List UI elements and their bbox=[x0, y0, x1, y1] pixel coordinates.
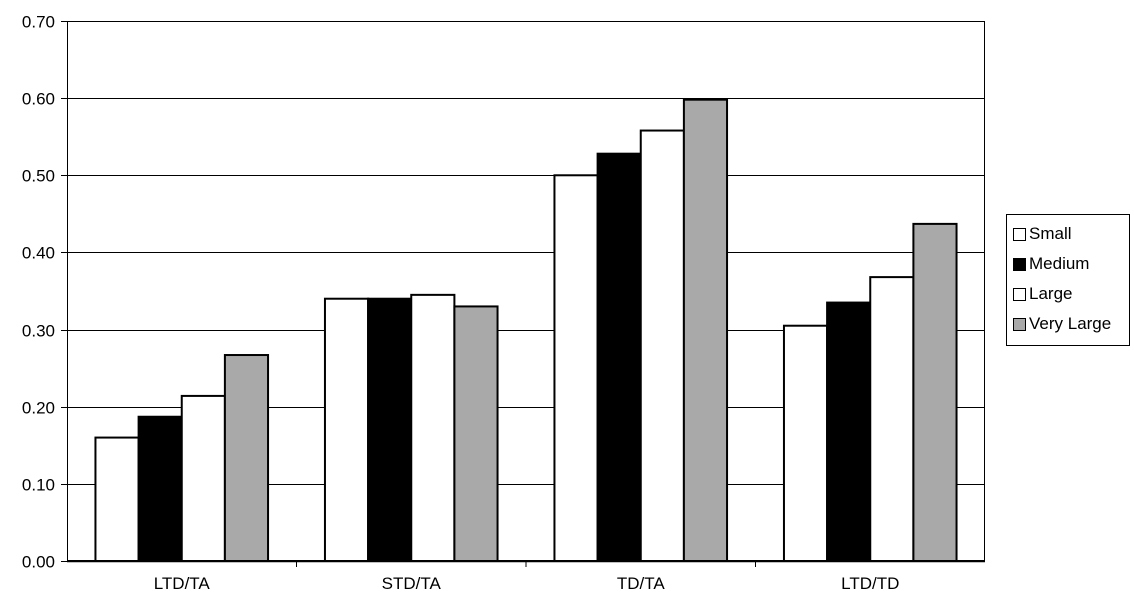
x-tick-label-std-ta: STD/TA bbox=[382, 574, 442, 593]
x-tick-label-ltd-ta: LTD/TA bbox=[154, 574, 211, 593]
bar-large-ltd-td bbox=[869, 276, 915, 562]
y-tick-label: 0.00 bbox=[22, 553, 55, 572]
legend-label-very-large: Very Large bbox=[1029, 314, 1112, 333]
y-tick-label: 0.40 bbox=[22, 244, 55, 263]
bar-medium-ltd-ta bbox=[137, 415, 183, 562]
y-tick-label: 0.50 bbox=[22, 167, 55, 186]
legend-item-very-large: Very Large bbox=[1013, 313, 1111, 335]
x-tick-label-ltd-td: LTD/TD bbox=[841, 574, 899, 593]
legend-swatch-very-large bbox=[1013, 317, 1026, 331]
y-tick-label: 0.10 bbox=[22, 476, 55, 495]
bar-medium-std-ta bbox=[367, 297, 413, 562]
y-tick-label: 0.70 bbox=[22, 13, 55, 32]
x-tick-label-td-ta: TD/TA bbox=[617, 574, 666, 593]
bar-very-large-ltd-td bbox=[912, 222, 958, 562]
bar-large-ltd-ta bbox=[180, 394, 226, 562]
legend-swatch-large bbox=[1013, 287, 1026, 301]
legend-label-large: Large bbox=[1029, 284, 1073, 303]
bar-very-large-td-ta bbox=[682, 98, 729, 563]
bar-small-td-ta bbox=[553, 174, 599, 563]
legend-item-medium: Medium bbox=[1013, 253, 1089, 275]
bar-small-std-ta bbox=[323, 297, 370, 562]
bar-very-large-ltd-ta bbox=[223, 354, 270, 562]
bar-small-ltd-ta bbox=[94, 436, 140, 563]
legend: Small Medium Large Very Large bbox=[1006, 214, 1130, 346]
y-tick-label: 0.60 bbox=[22, 90, 55, 109]
legend-swatch-small bbox=[1013, 227, 1026, 241]
legend-label-small: Small bbox=[1029, 224, 1072, 243]
y-tick-label: 0.30 bbox=[22, 322, 55, 341]
bar-large-td-ta bbox=[639, 129, 685, 563]
legend-swatch-medium bbox=[1013, 257, 1026, 271]
plot-border bbox=[67, 21, 985, 561]
legend-label-medium: Medium bbox=[1029, 254, 1090, 273]
y-tick-label: 0.20 bbox=[22, 399, 55, 418]
bar-large-std-ta bbox=[410, 293, 456, 562]
bar-small-ltd-td bbox=[782, 324, 829, 563]
bar-medium-ltd-td bbox=[826, 301, 872, 562]
bar-medium-td-ta bbox=[596, 152, 642, 563]
legend-item-large: Large bbox=[1013, 283, 1072, 305]
bar-very-large-std-ta bbox=[453, 305, 499, 562]
legend-item-small: Small bbox=[1013, 223, 1072, 245]
